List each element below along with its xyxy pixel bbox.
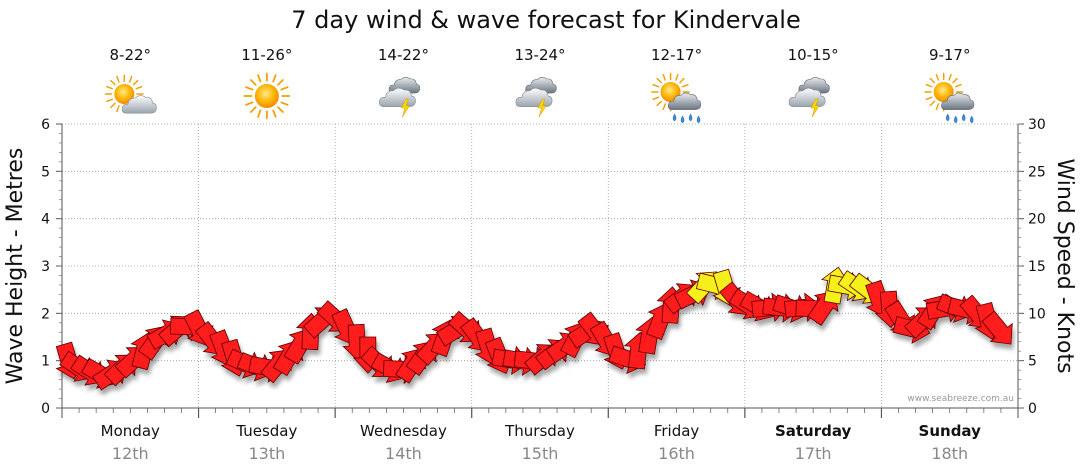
- left-axis-ticks: 0 1 2 3 4 5 6: [41, 117, 62, 417]
- temperature-range: 14-22°: [378, 46, 429, 64]
- day-column-saturday: 10-15° Saturday 17th: [775, 46, 852, 463]
- day-name: Tuesday: [235, 422, 297, 440]
- day-date: 12th: [112, 444, 149, 463]
- left-tick-label: 3: [41, 259, 50, 275]
- right-tick-label: 5: [1028, 354, 1037, 370]
- partly-cloudy-icon: [104, 74, 157, 114]
- wind-arrow-series: [55, 266, 1013, 391]
- day-name: Friday: [654, 422, 700, 440]
- day-name: Saturday: [775, 422, 852, 440]
- right-axis-title: Wind Speed - Knots: [1052, 158, 1077, 373]
- rain-drop: [945, 113, 950, 122]
- x-axis-ticks: [61, 408, 1019, 418]
- rain-drop: [672, 113, 677, 122]
- temperature-range: 9-17°: [929, 46, 971, 64]
- day-date: 15th: [522, 444, 559, 463]
- day-column-friday: 12-17° Friday 16th: [651, 46, 702, 463]
- right-tick-label: 15: [1028, 259, 1046, 275]
- storm-icon: [788, 77, 830, 118]
- left-axis-title: Wave Height - Metres: [3, 148, 28, 385]
- day-name: Thursday: [504, 422, 575, 440]
- sunny-icon: [243, 72, 291, 120]
- chart-title: 7 day wind & wave forecast for Kinderval…: [291, 6, 800, 34]
- right-axis-ticks: 0 5 10 15 20 25 30: [1018, 117, 1046, 417]
- storm-icon: [515, 77, 557, 118]
- right-tick-label: 0: [1028, 401, 1037, 417]
- rain-drop: [953, 115, 958, 124]
- right-tick-label: 30: [1028, 117, 1046, 133]
- day-name: Monday: [101, 422, 160, 440]
- day-date: 16th: [658, 444, 695, 463]
- rain-drop: [688, 113, 693, 122]
- left-tick-label: 2: [41, 306, 50, 322]
- rain-drop: [969, 115, 974, 124]
- temperature-range: 13-24°: [514, 46, 565, 64]
- storm-icon: [379, 77, 421, 118]
- rain-drop: [961, 113, 966, 122]
- sun-rain-icon: [924, 72, 975, 124]
- temperature-range: 10-15°: [788, 46, 839, 64]
- sun-shape: [243, 72, 291, 120]
- day-columns: 8-22° Monday 12th 11-26° Tuesday 13th 14-22° We…: [101, 46, 981, 463]
- day-column-monday: 8-22° Monday 12th: [101, 46, 160, 463]
- left-tick-label: 0: [41, 401, 50, 417]
- credit-text: www.seabreeze.com.au: [907, 394, 1014, 404]
- day-column-tuesday: 11-26° Tuesday 13th: [235, 46, 297, 463]
- left-tick-label: 6: [41, 117, 50, 133]
- day-date: 13th: [248, 444, 285, 463]
- day-name: Wednesday: [360, 422, 447, 440]
- right-tick-label: 20: [1028, 212, 1046, 228]
- rain-drop: [696, 115, 701, 124]
- temperature-range: 11-26°: [241, 46, 292, 64]
- temperature-range: 12-17°: [651, 46, 702, 64]
- right-tick-label: 25: [1028, 164, 1046, 180]
- left-tick-label: 5: [41, 164, 50, 180]
- day-column-thursday: 13-24° Thursday 15th: [504, 46, 575, 463]
- day-name: Sunday: [919, 422, 982, 440]
- rain-drop: [680, 115, 685, 124]
- day-column-wednesday: 14-22° Wednesday 14th: [360, 46, 447, 463]
- wind-arrow: [981, 310, 1013, 345]
- day-column-sunday: 9-17° Sunday 18th: [919, 46, 982, 463]
- day-date: 18th: [931, 444, 968, 463]
- left-tick-label: 1: [41, 354, 50, 370]
- left-tick-label: 4: [41, 212, 50, 228]
- day-date: 17th: [795, 444, 832, 463]
- sun-rain-icon: [651, 72, 702, 124]
- temperature-range: 8-22°: [110, 46, 152, 64]
- day-date: 14th: [385, 444, 422, 463]
- right-tick-label: 10: [1028, 306, 1046, 322]
